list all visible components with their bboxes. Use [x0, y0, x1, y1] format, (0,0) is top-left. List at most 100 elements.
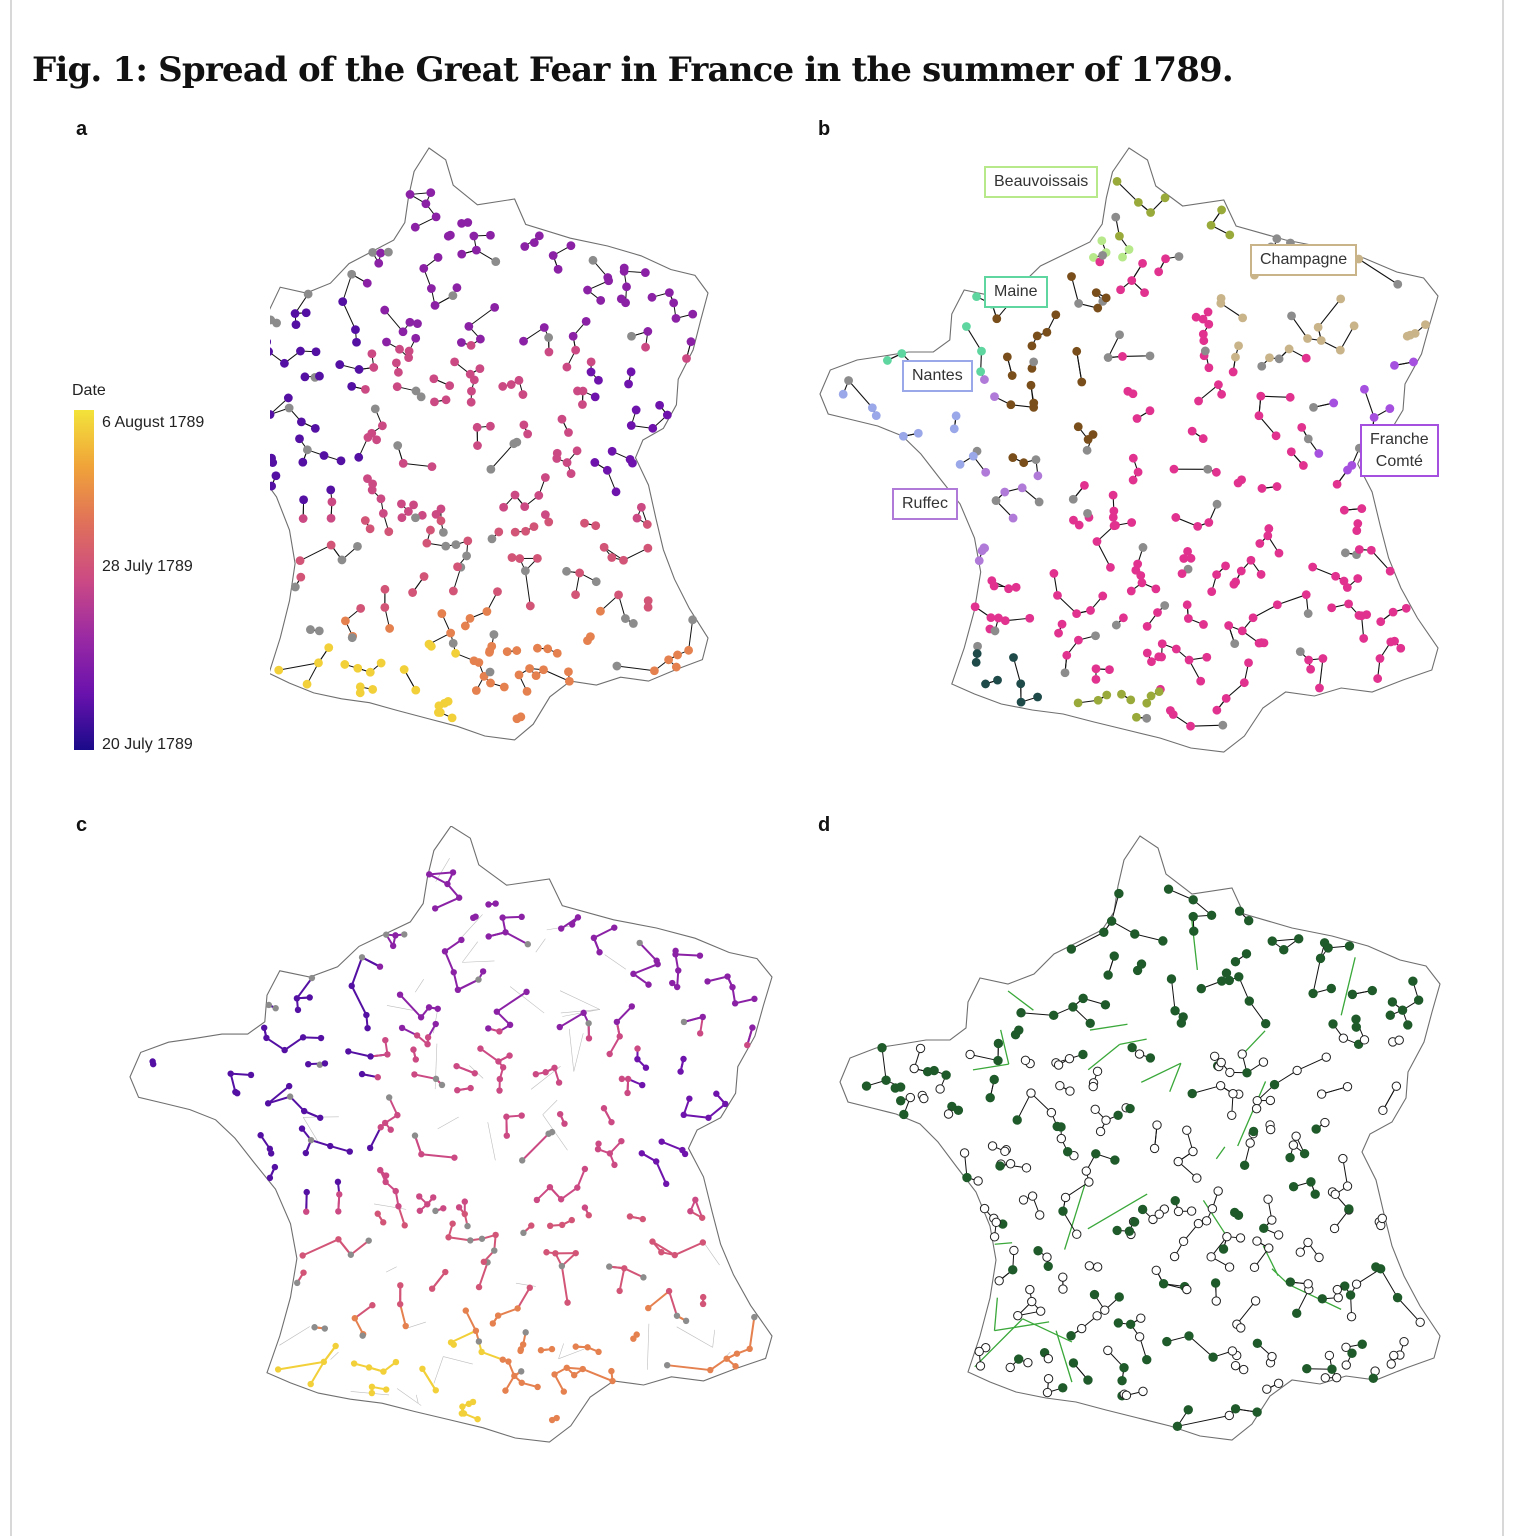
town-node	[382, 1036, 389, 1044]
town-node	[922, 1067, 933, 1077]
town-node	[563, 1364, 570, 1371]
town-node	[1072, 1229, 1082, 1239]
town-node	[1225, 230, 1235, 240]
town-node	[649, 666, 659, 676]
town-node	[378, 508, 388, 518]
town-node	[1109, 506, 1119, 516]
town-node	[571, 345, 581, 355]
town-node	[465, 613, 475, 623]
propagation-link	[748, 1316, 756, 1349]
town-node	[1222, 1231, 1232, 1242]
propagation-link	[559, 1011, 585, 1028]
town-node	[1244, 915, 1254, 926]
town-node	[596, 296, 606, 305]
town-node	[1146, 691, 1156, 701]
town-node	[594, 1145, 602, 1153]
town-node	[599, 542, 609, 552]
town-node	[1367, 985, 1377, 996]
town-node	[469, 656, 479, 666]
town-node	[1142, 713, 1152, 723]
town-node	[686, 1095, 693, 1102]
town-node	[1117, 689, 1126, 699]
town-node	[422, 538, 432, 548]
town-node	[311, 347, 321, 357]
town-node	[1052, 1121, 1062, 1132]
town-node	[293, 995, 301, 1002]
town-node	[352, 337, 361, 347]
town-node	[445, 381, 455, 390]
town-node	[1316, 1089, 1327, 1099]
town-node	[1368, 1373, 1379, 1383]
town-node	[1342, 1081, 1353, 1092]
town-node	[688, 309, 698, 319]
town-node	[456, 338, 466, 347]
town-node	[303, 1188, 310, 1196]
town-node	[358, 954, 366, 961]
town-node	[303, 289, 313, 299]
town-node	[713, 1090, 720, 1097]
town-node	[1408, 976, 1418, 986]
town-node	[270, 410, 275, 419]
town-node	[600, 1105, 608, 1112]
town-node	[540, 473, 550, 482]
town-node	[1014, 1354, 1024, 1364]
town-node	[367, 485, 377, 495]
town-node	[994, 1276, 1004, 1286]
town-node	[1154, 652, 1164, 662]
town-node	[1128, 475, 1138, 485]
town-node	[1338, 1033, 1349, 1043]
town-node	[1263, 531, 1273, 541]
town-node	[1212, 570, 1222, 580]
town-node	[514, 375, 524, 385]
town-node	[393, 367, 403, 377]
town-node	[1112, 1225, 1122, 1236]
town-node	[619, 555, 628, 565]
town-node	[1341, 1342, 1351, 1352]
town-node	[1386, 1359, 1396, 1369]
propagation-link	[448, 1236, 471, 1242]
town-node	[1083, 508, 1092, 518]
town-node	[673, 983, 681, 991]
town-node	[606, 1263, 613, 1270]
propagation-link	[1170, 978, 1176, 1011]
town-node	[1203, 307, 1213, 317]
town-node	[1186, 721, 1195, 731]
town-node	[350, 1360, 358, 1367]
town-node	[355, 682, 365, 692]
town-node	[619, 266, 629, 276]
town-node	[1255, 539, 1265, 548]
town-node	[434, 1005, 441, 1012]
town-node	[564, 667, 573, 677]
town-node	[346, 1148, 353, 1155]
propagation-link	[1296, 1056, 1327, 1071]
town-node	[522, 1329, 529, 1336]
town-node	[1108, 512, 1118, 522]
town-node	[519, 1341, 527, 1348]
town-node	[1239, 678, 1249, 688]
town-node	[751, 1313, 758, 1321]
town-node	[433, 253, 443, 262]
postal-route	[993, 1297, 999, 1331]
town-node	[1396, 643, 1406, 653]
town-node	[556, 1023, 563, 1031]
town-node	[1211, 467, 1221, 477]
town-node	[1229, 579, 1239, 589]
propagation-link	[399, 994, 422, 1018]
town-node	[471, 245, 481, 255]
town-node	[947, 1101, 957, 1112]
town-node	[364, 1024, 371, 1032]
town-node	[1256, 570, 1266, 579]
town-node	[485, 901, 492, 908]
town-node	[1073, 698, 1083, 708]
town-node	[417, 510, 427, 520]
town-node	[374, 258, 384, 268]
town-node	[1058, 1284, 1068, 1294]
propagation-link	[734, 997, 755, 1005]
propagation-link	[674, 1241, 704, 1256]
town-node	[1124, 245, 1134, 254]
town-node	[525, 664, 535, 673]
town-node	[411, 513, 420, 523]
town-node	[417, 1014, 425, 1021]
town-node	[1147, 657, 1156, 667]
town-node	[1134, 1049, 1145, 1059]
